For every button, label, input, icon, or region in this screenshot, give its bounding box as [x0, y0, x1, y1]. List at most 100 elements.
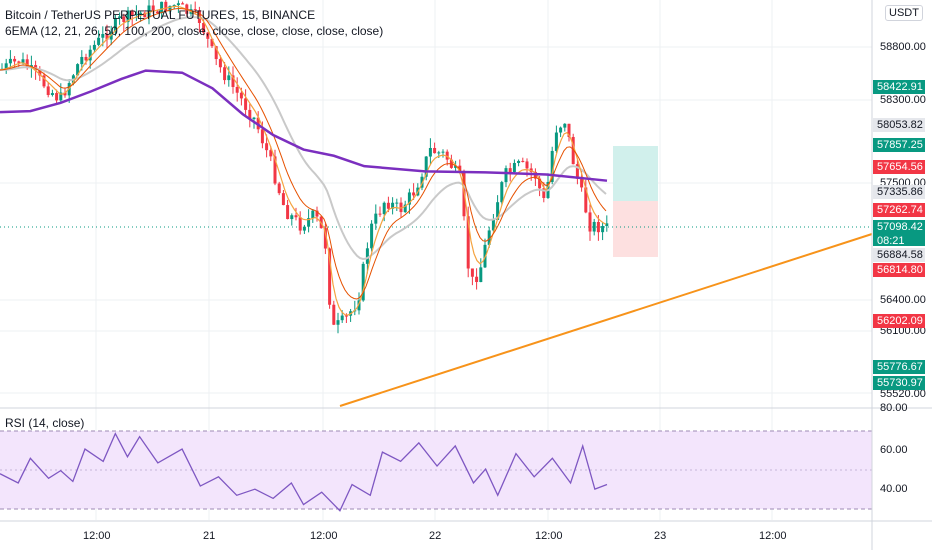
candle-body: [84, 56, 88, 61]
candle-body: [122, 16, 126, 23]
candle-body: [239, 92, 243, 99]
ema-12-line: [0, 5, 607, 316]
candle-body: [143, 12, 147, 18]
candle-body: [113, 17, 117, 33]
price-axis-label: 55520.00: [880, 388, 926, 400]
candle-body: [42, 75, 46, 87]
candle-body: [517, 160, 521, 163]
candlestick-series: [0, 0, 609, 334]
rsi-legend[interactable]: RSI (14, close): [5, 416, 85, 430]
candle-body: [550, 150, 554, 182]
candle-body: [286, 205, 290, 220]
candle-body: [500, 182, 504, 203]
ema-legend[interactable]: 6EMA (12, 21, 26, 50, 100, 200, close, c…: [5, 24, 384, 38]
candle-body: [59, 92, 63, 101]
stop-loss-zone[interactable]: [613, 201, 658, 257]
price-tag: 57654.56: [873, 160, 925, 174]
candle-body: [559, 127, 563, 133]
candle-body: [21, 59, 25, 63]
candle-body: [202, 22, 206, 33]
candle-body: [13, 58, 17, 62]
trendline[interactable]: [339, 233, 873, 407]
candle-body: [223, 67, 227, 81]
candle-body: [323, 228, 327, 249]
candle-body: [231, 75, 235, 87]
candle-body: [80, 56, 84, 65]
price-tag: 56202.09: [873, 314, 925, 328]
candle-body: [25, 59, 29, 69]
candle-body: [101, 33, 105, 38]
bar-countdown: 08:21: [877, 235, 905, 247]
candle-body: [88, 49, 92, 61]
stop-loss-tag: 56814.80: [873, 263, 925, 277]
candle-body: [395, 202, 399, 204]
candle-body: [454, 165, 458, 168]
price-axis-label: 56100.00: [880, 325, 926, 337]
candle-body: [244, 98, 248, 110]
candle-body: [466, 216, 470, 269]
candle-body: [496, 202, 500, 220]
candle-body: [298, 217, 302, 231]
candle-body: [307, 218, 311, 227]
time-axis-label: 23: [654, 530, 667, 542]
candle-body: [487, 230, 491, 245]
candle-body: [151, 5, 155, 12]
candle-body: [580, 178, 584, 188]
candle-body: [424, 156, 428, 177]
candle-body: [50, 93, 54, 95]
price-axis-label: 58800.00: [880, 41, 926, 53]
candle-body: [508, 168, 512, 172]
time-axis-label: 12:00: [759, 530, 787, 542]
candle-body: [176, 3, 180, 5]
candle-body: [592, 221, 596, 232]
candle-body: [479, 267, 483, 283]
candle-body: [521, 160, 525, 162]
entry-price-tag: 57262.74: [873, 203, 925, 217]
candle-body: [235, 86, 239, 93]
last-price-value: 57098.42: [877, 221, 923, 233]
candle-body: [248, 109, 252, 120]
candle-body: [470, 268, 474, 277]
candle-body: [428, 147, 432, 157]
candle-body: [491, 219, 495, 231]
candle-body: [332, 304, 336, 325]
candle-body: [63, 92, 67, 96]
candle-body: [218, 59, 222, 68]
candle-body: [315, 210, 319, 217]
candle-body: [281, 193, 285, 206]
candle-body: [365, 248, 369, 264]
candle-body: [17, 61, 21, 63]
candle-body: [277, 183, 281, 194]
candle-body: [504, 168, 508, 183]
candle-body: [8, 58, 12, 64]
candle-body: [265, 143, 269, 151]
candle-body: [55, 93, 59, 101]
ema-100-line: [0, 16, 607, 261]
candle-body: [357, 300, 361, 311]
price-axis-label: 56400.00: [880, 294, 926, 306]
candle-body: [403, 204, 407, 213]
price-tag: 57335.86: [873, 185, 925, 199]
candle-body: [206, 32, 210, 39]
candle-body: [584, 187, 588, 213]
currency-button[interactable]: USDT: [885, 5, 923, 21]
candle-body: [210, 38, 214, 47]
take-profit-zone[interactable]: [613, 146, 658, 201]
take-profit-tag: 57857.25: [873, 138, 925, 152]
candle-body: [340, 315, 344, 321]
time-axis-label: 12:00: [535, 530, 563, 542]
candle-body: [596, 221, 600, 233]
rsi-line: [0, 432, 608, 512]
candle-body: [193, 9, 197, 11]
chart-title[interactable]: Bitcoin / TetherUS PERPETUAL FUTURES, 15…: [5, 8, 316, 22]
candle-body: [445, 151, 449, 160]
candle-body: [97, 37, 101, 45]
candle-body: [126, 10, 130, 23]
candle-body: [441, 151, 445, 153]
candle-body: [227, 75, 231, 81]
candle-body: [407, 192, 411, 205]
candle-body: [181, 3, 185, 5]
candle-body: [336, 320, 340, 325]
candle-body: [92, 44, 96, 50]
